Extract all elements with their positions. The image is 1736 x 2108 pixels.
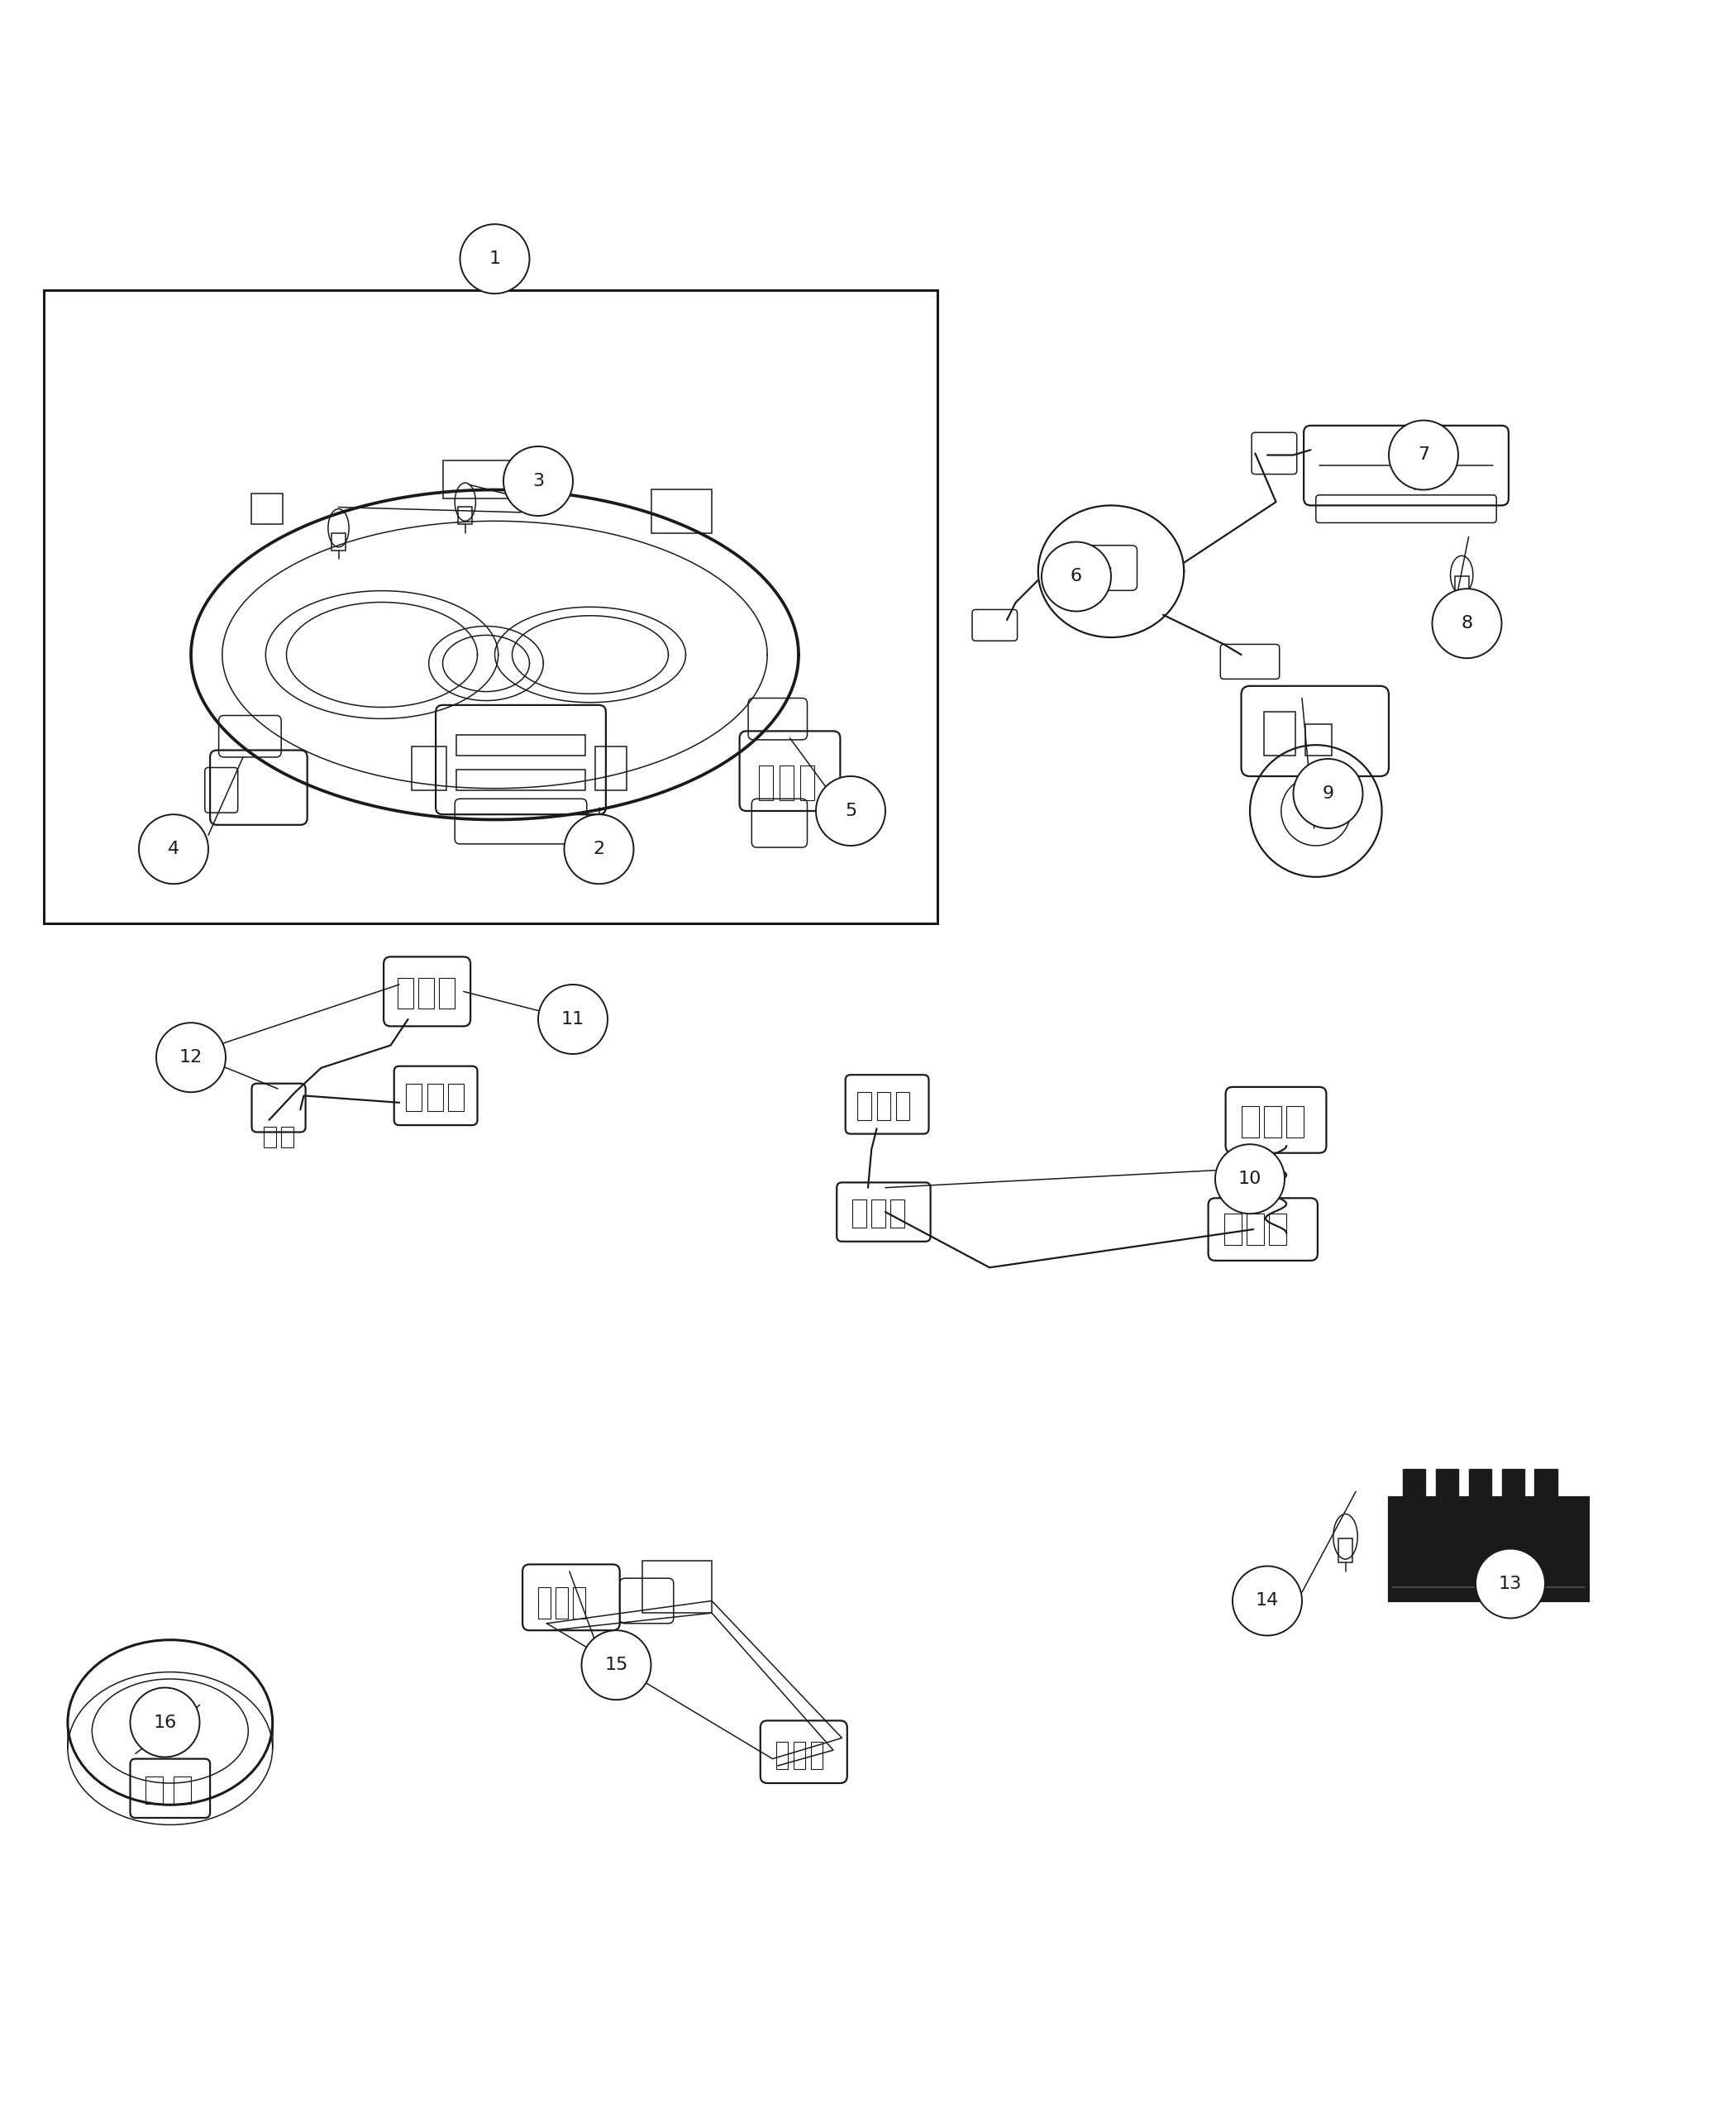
Bar — [1502, 1469, 1524, 1497]
Bar — [281, 1128, 293, 1147]
Circle shape — [156, 1022, 226, 1092]
Circle shape — [1233, 1566, 1302, 1636]
Bar — [858, 1092, 871, 1119]
Bar — [1469, 1469, 1491, 1497]
Bar — [759, 765, 773, 801]
Text: 11: 11 — [561, 1012, 585, 1027]
Bar — [1535, 1469, 1557, 1497]
Bar — [595, 746, 627, 790]
Bar — [398, 978, 413, 1010]
Bar — [448, 1084, 464, 1111]
Text: 15: 15 — [604, 1657, 628, 1674]
Circle shape — [538, 984, 608, 1054]
Bar — [1436, 1469, 1458, 1497]
Text: 10: 10 — [1238, 1170, 1262, 1187]
Bar — [651, 489, 712, 533]
Bar — [556, 1587, 568, 1619]
Text: 6: 6 — [1071, 569, 1082, 584]
Bar — [642, 1560, 712, 1613]
Bar — [252, 493, 283, 525]
Circle shape — [1476, 1549, 1545, 1619]
Circle shape — [130, 1689, 200, 1758]
Bar — [1389, 1497, 1588, 1600]
Circle shape — [460, 223, 529, 293]
Bar — [1455, 578, 1469, 597]
Bar — [411, 746, 446, 790]
Bar — [896, 1092, 910, 1119]
Bar — [877, 1092, 891, 1119]
Circle shape — [1432, 588, 1502, 658]
Bar — [1269, 1214, 1286, 1246]
Circle shape — [564, 814, 634, 883]
Bar — [776, 1741, 788, 1769]
Bar — [174, 1777, 191, 1804]
Bar — [146, 1777, 163, 1804]
Bar — [439, 978, 455, 1010]
Bar — [1403, 1469, 1425, 1497]
Text: 1: 1 — [490, 251, 500, 268]
Text: 12: 12 — [179, 1050, 203, 1067]
Text: 16: 16 — [153, 1714, 177, 1731]
Circle shape — [1293, 759, 1363, 828]
Bar — [1246, 1214, 1264, 1246]
Bar — [1338, 1539, 1352, 1562]
Bar — [43, 291, 937, 923]
Circle shape — [139, 814, 208, 883]
Circle shape — [1042, 542, 1111, 611]
Bar — [1305, 725, 1332, 755]
Circle shape — [816, 776, 885, 845]
Circle shape — [1215, 1145, 1285, 1214]
Bar — [457, 769, 585, 790]
Text: 3: 3 — [533, 472, 543, 489]
Bar — [573, 1587, 585, 1619]
Bar — [418, 978, 434, 1010]
Bar — [800, 765, 814, 801]
Bar — [457, 734, 585, 755]
Text: 14: 14 — [1255, 1592, 1279, 1608]
Text: 9: 9 — [1323, 786, 1333, 801]
Bar — [793, 1741, 806, 1769]
Bar — [852, 1199, 866, 1227]
Bar — [1286, 1107, 1304, 1138]
Text: 7: 7 — [1418, 447, 1429, 464]
Bar — [811, 1741, 823, 1769]
Bar — [406, 1084, 422, 1111]
Bar — [891, 1199, 904, 1227]
Bar — [332, 533, 345, 550]
Bar — [538, 1587, 550, 1619]
Circle shape — [1305, 801, 1326, 822]
Circle shape — [503, 447, 573, 516]
Bar — [779, 765, 793, 801]
Circle shape — [1389, 419, 1458, 489]
Bar — [458, 508, 472, 525]
Bar — [1264, 713, 1295, 755]
Text: 5: 5 — [845, 803, 856, 820]
Text: 2: 2 — [594, 841, 604, 858]
Bar — [871, 1199, 885, 1227]
Circle shape — [582, 1629, 651, 1699]
Text: 13: 13 — [1498, 1575, 1522, 1592]
Bar — [1264, 1107, 1281, 1138]
Bar — [264, 1128, 276, 1147]
Bar — [443, 460, 547, 497]
Bar — [1241, 1107, 1259, 1138]
Text: 8: 8 — [1462, 616, 1472, 632]
Bar — [1224, 1214, 1241, 1246]
Text: 4: 4 — [168, 841, 179, 858]
Bar — [427, 1084, 443, 1111]
